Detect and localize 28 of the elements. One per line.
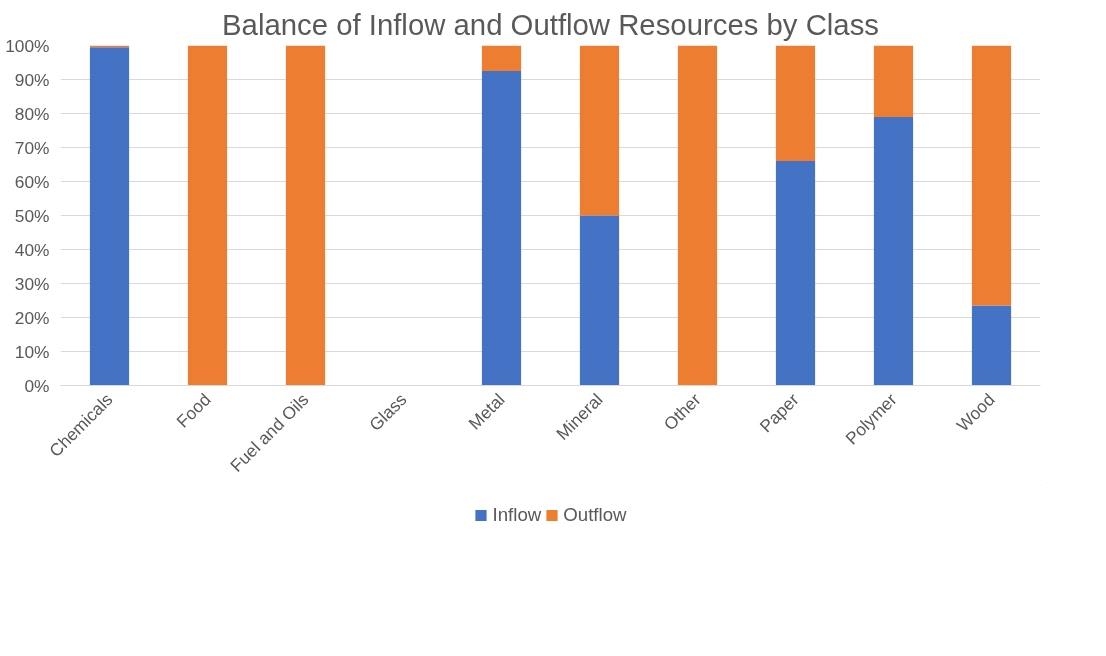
bar bbox=[579, 215, 620, 386]
y-tick-label: 20% bbox=[14, 307, 50, 328]
legend-label: Inflow bbox=[492, 504, 542, 526]
bar bbox=[481, 71, 522, 386]
bar bbox=[873, 116, 914, 386]
y-tick-label: 60% bbox=[14, 171, 50, 192]
y-tick-label: 0% bbox=[24, 375, 50, 396]
bar bbox=[481, 45, 522, 71]
bar bbox=[677, 45, 718, 386]
y-tick-label: 80% bbox=[14, 103, 50, 124]
y-tick-label: 100% bbox=[5, 35, 50, 56]
bar bbox=[579, 45, 620, 216]
bar bbox=[285, 45, 326, 386]
bar bbox=[89, 47, 130, 386]
y-tick-label: 90% bbox=[14, 69, 50, 90]
y-tick-label: 70% bbox=[14, 137, 50, 158]
bar bbox=[775, 45, 816, 162]
bar bbox=[971, 45, 1012, 306]
y-tick-label: 10% bbox=[14, 341, 50, 362]
bar bbox=[775, 161, 816, 386]
y-tick-label: 40% bbox=[14, 239, 50, 260]
legend-label: Outflow bbox=[563, 504, 627, 526]
bar bbox=[873, 45, 914, 117]
chart-title: Balance of Inflow and Outflow Resources by Class bbox=[222, 7, 879, 41]
y-tick-label: 50% bbox=[14, 205, 50, 226]
y-tick-label: 30% bbox=[14, 273, 50, 294]
bar bbox=[971, 305, 1012, 386]
bar bbox=[187, 45, 228, 386]
